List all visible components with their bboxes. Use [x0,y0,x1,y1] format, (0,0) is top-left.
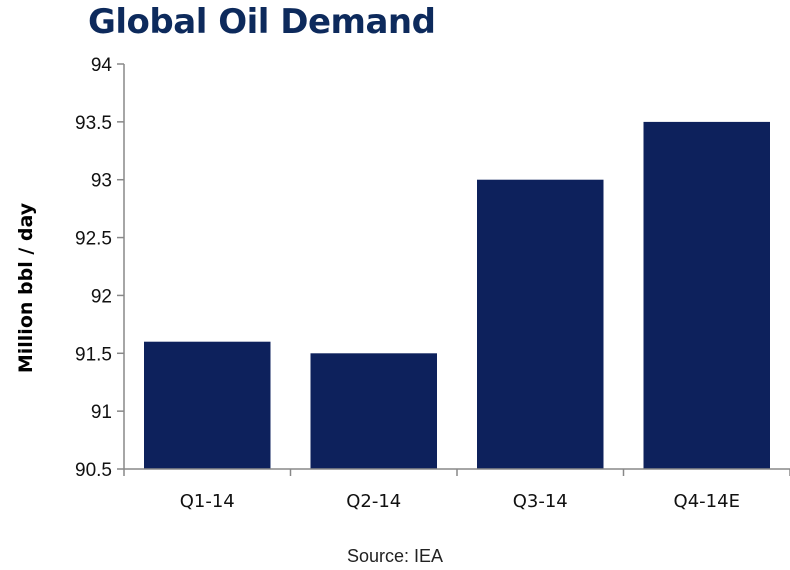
x-tick-label-q2-14: Q2-14 [346,491,401,512]
y-tick-label: 92 [91,286,112,307]
x-tick-label-q3-14: Q3-14 [513,491,568,512]
x-tick-label-q1-14: Q1-14 [180,491,235,512]
chart-title: Global Oil Demand [88,2,436,42]
y-tick-label: 91.5 [75,344,112,365]
y-tick-label: 92.5 [75,229,112,250]
bar-q4-14e [643,121,770,470]
y-tick-label: 91 [91,402,112,423]
y-tick-label: 94 [91,55,113,76]
y-tick-label: 93 [91,171,112,192]
y-tick-label: 90.5 [75,460,112,481]
y-tick-label: 93.5 [75,113,112,134]
source-note: Source: IEA [346,546,444,566]
bar-q3-14 [477,179,604,469]
bar-q2-14 [310,353,437,469]
x-tick-label-q4-14e: Q4-14E [674,491,740,512]
bar-q1-14 [144,341,271,469]
